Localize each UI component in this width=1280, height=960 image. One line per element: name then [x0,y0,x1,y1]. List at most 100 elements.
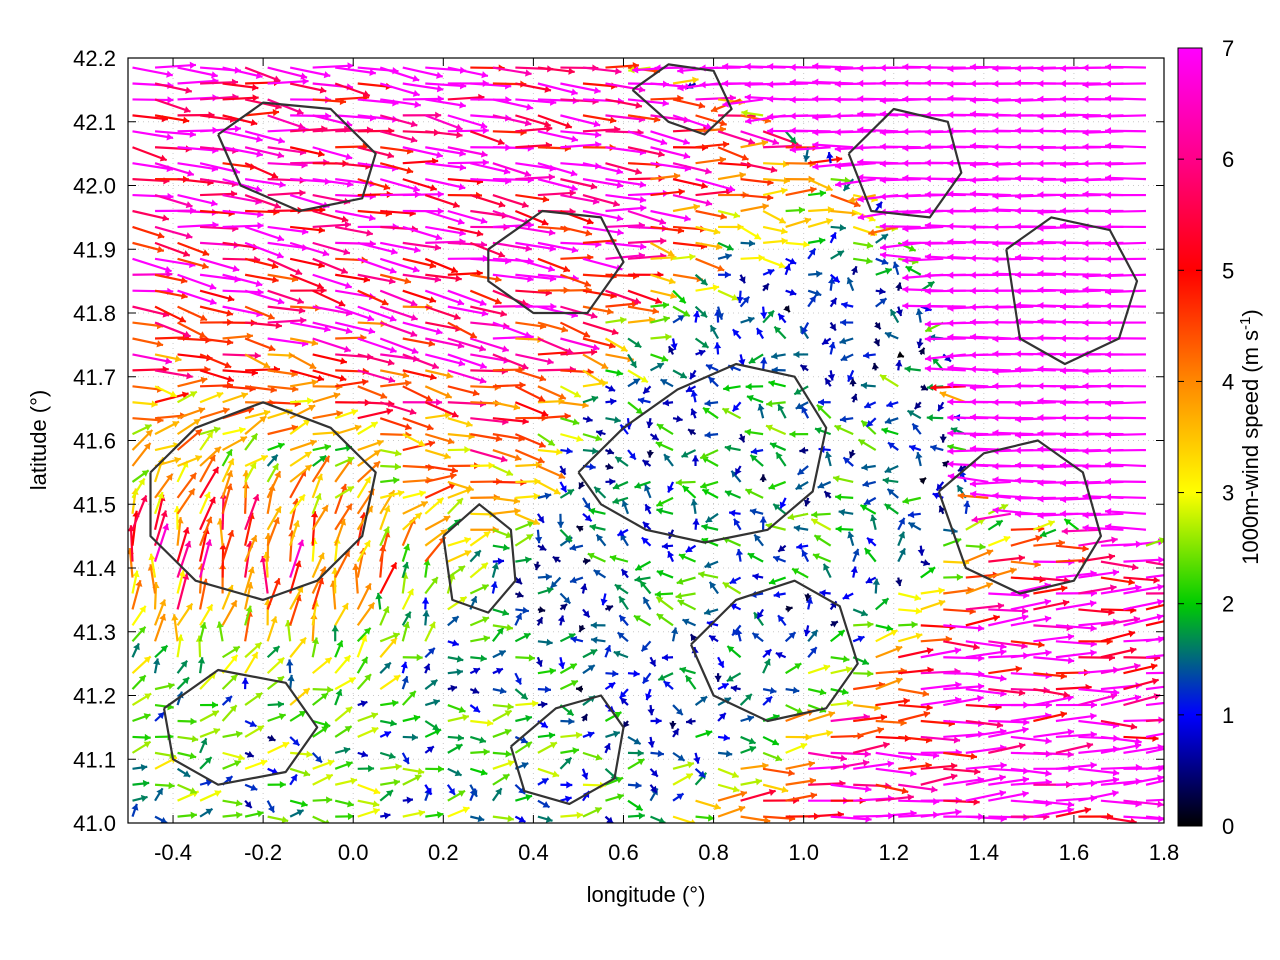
wind-vector-head [444,391,452,399]
wind-vector [469,549,482,563]
wind-vector-head [338,299,346,307]
wind-vector [199,426,221,436]
wind-vector [645,688,653,701]
wind-vector-head [169,390,177,398]
wind-vector [886,488,899,499]
wind-vector-head [506,623,513,632]
wind-vector [199,790,222,802]
wind-vector [681,449,697,458]
wind-vector-head [801,327,808,335]
wind-vector-head [1014,365,1021,374]
wind-vector-head [494,297,502,305]
wind-vector-head [157,245,164,253]
wind-vector [1059,383,1101,392]
wind-vector [704,431,719,439]
wind-vector [731,624,742,637]
wind-vector-head [850,266,858,274]
wind-vector-shaft [1078,620,1120,627]
wind-vector-head [341,603,349,611]
wind-vector-shaft [582,257,623,271]
wind-vector [447,254,489,263]
wind-vector-shaft [267,305,306,313]
wind-vector [718,271,731,279]
wind-vector-head [247,566,255,574]
wind-vector-head [745,693,752,701]
wind-vector [1010,649,1052,659]
wind-vector-head [606,447,614,455]
wind-vector-head [1111,789,1119,798]
wind-vector [402,289,437,304]
wind-vector-head [738,276,746,284]
wind-vector-head [1059,495,1067,504]
wind-vector [879,251,921,260]
wind-vector [988,665,1023,675]
wind-vector-head [986,549,994,556]
wind-vector-head [793,350,800,359]
wind-vector [694,305,708,319]
wind-vector [656,507,674,515]
wind-vector [491,627,505,642]
wind-vector-head [616,369,623,377]
wind-vector-head [1157,598,1164,606]
wind-vector-head [726,675,734,682]
wind-vector-head [658,674,666,681]
wind-vector-head [608,385,616,392]
wind-vector [357,726,379,738]
wind-vector [924,335,966,343]
wind-vector-shaft [222,289,264,294]
wind-vector-head [970,490,977,498]
wind-vector-head [1082,544,1089,553]
wind-vector-head [843,457,851,465]
wind-vector [492,728,512,738]
wind-vector [694,695,708,706]
wind-vector-head [491,562,499,570]
wind-vector-shaft [1123,694,1161,707]
wind-vector-head [591,636,598,644]
wind-vector [447,789,466,802]
wind-vector [762,658,771,674]
wind-vector-head [730,684,738,693]
wind-vector-head [413,714,421,722]
wind-vector-head [769,577,776,585]
wind-vector [199,756,213,770]
wind-vector [402,512,423,531]
wind-vector-head [488,461,495,470]
wind-vector [654,590,674,598]
wind-vector [1145,765,1164,770]
wind-vector [627,401,644,415]
wind-vector-head [840,354,848,362]
wind-vector-head [763,816,771,823]
wind-vector-head [702,489,710,496]
wind-vector-head [189,752,197,760]
wind-vector-head [862,480,870,488]
wind-vector-head [534,536,543,544]
wind-vector-head [899,548,906,556]
wind-vector-head [1112,776,1120,784]
wind-vector [807,664,831,675]
wind-vector [840,318,854,327]
wind-vector [738,433,746,443]
wind-vector [852,741,890,754]
wind-vector-head [483,635,490,643]
wind-vector [537,586,554,595]
wind-vector-head [566,447,573,455]
wind-vector [402,273,442,283]
wind-vector [199,737,208,754]
wind-vector [335,812,354,821]
wind-vector-head [864,750,871,758]
wind-vector [379,605,390,626]
wind-vector [605,730,621,738]
wind-vector-head [771,352,778,360]
wind-vector [785,257,797,265]
wind-vector-head [436,398,443,406]
wind-vector [1145,603,1164,611]
wind-vector-head [268,344,276,352]
wind-vector-head [426,746,434,753]
wind-vector [266,656,285,674]
wind-vector-head [550,302,557,311]
wind-vector [580,583,588,594]
wind-vector [469,667,481,675]
wind-vector-head [955,808,962,816]
wind-vector-head [394,449,402,457]
wind-vector [807,710,836,723]
